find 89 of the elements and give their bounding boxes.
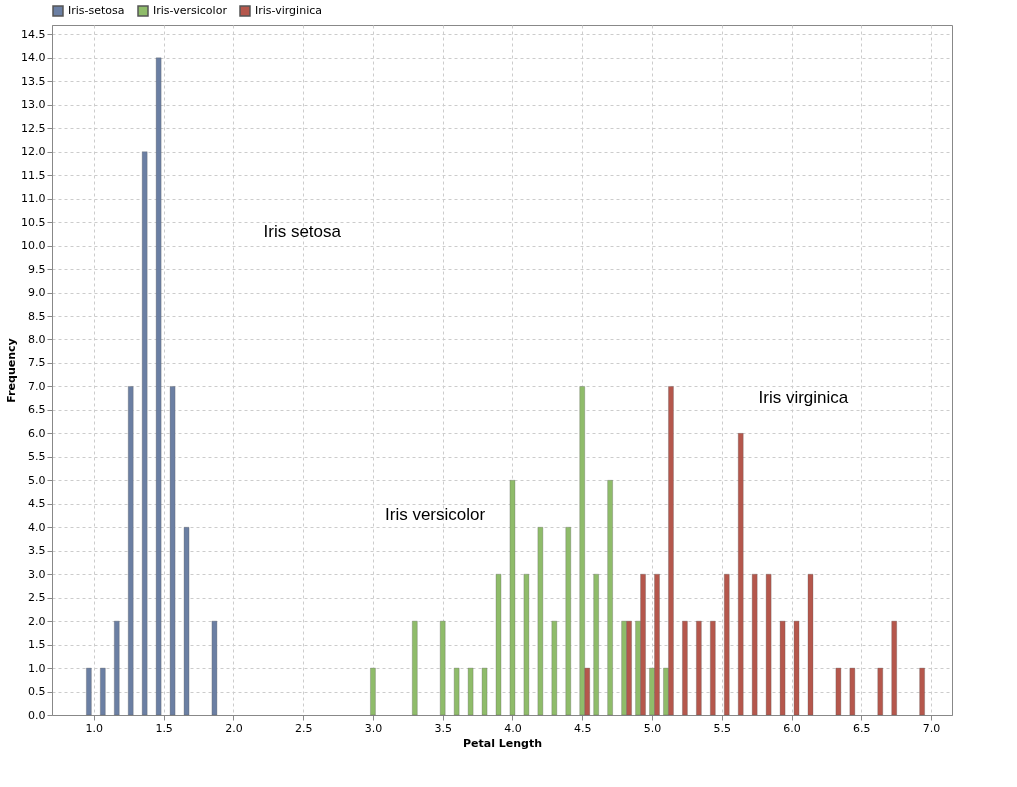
y-tick-label: 8.5 xyxy=(28,309,46,323)
y-tick-label: 4.5 xyxy=(28,497,46,511)
y-tick-label: 13.0 xyxy=(21,98,46,112)
y-axis-title: Frequency xyxy=(5,338,19,403)
bar xyxy=(919,667,925,716)
x-axis-title: Petal Length xyxy=(462,736,543,750)
y-tick-label: 4.0 xyxy=(28,520,46,534)
y-tick-label: 2.5 xyxy=(28,591,46,605)
y-tick-label: 7.5 xyxy=(28,356,46,370)
y-tick-label: 9.5 xyxy=(28,262,46,276)
bar xyxy=(593,574,599,716)
bar xyxy=(835,667,842,716)
y-tick-label: 3.0 xyxy=(28,567,46,581)
bar xyxy=(440,620,446,716)
bar xyxy=(807,574,814,716)
y-tick-label: 11.5 xyxy=(21,168,46,182)
annotation: Iris versicolor xyxy=(385,504,486,524)
y-tick-label: 7.0 xyxy=(28,379,46,393)
bar xyxy=(752,574,758,716)
bar xyxy=(211,620,218,716)
y-tick-label: 5.0 xyxy=(28,473,46,487)
bar xyxy=(682,620,688,716)
y-tick-label: 13.5 xyxy=(21,74,46,88)
y-tick-label: 6.5 xyxy=(28,403,46,417)
bar xyxy=(738,433,744,716)
y-tick-label: 11.0 xyxy=(21,192,46,206)
x-tick-label: 1.0 xyxy=(85,721,104,735)
bar xyxy=(495,574,502,716)
y-tick-label: 5.5 xyxy=(28,450,46,464)
bar xyxy=(183,527,190,716)
bar xyxy=(509,480,516,716)
x-tick-label: 6.5 xyxy=(853,721,871,735)
bar xyxy=(696,620,702,716)
bar xyxy=(537,527,544,716)
x-tick-label: 3.5 xyxy=(434,721,452,735)
x-tick-label: 2.5 xyxy=(294,721,313,735)
bar xyxy=(86,667,92,716)
bar xyxy=(765,574,772,716)
x-tick-label: 3.0 xyxy=(364,721,383,735)
y-tick-label: 10.5 xyxy=(21,215,46,229)
legend-label: Iris-versicolor xyxy=(153,4,228,17)
x-tick-label: 5.5 xyxy=(713,721,732,735)
bar xyxy=(370,667,376,716)
bar xyxy=(551,620,557,716)
annotation: Iris virginica xyxy=(758,387,849,407)
bar xyxy=(114,620,120,716)
bar xyxy=(710,620,716,716)
y-tick-label: 0.0 xyxy=(28,708,46,722)
bar xyxy=(454,667,460,716)
x-tick-label: 1.5 xyxy=(155,721,173,735)
bar xyxy=(724,574,730,716)
y-tick-label: 1.5 xyxy=(28,638,46,652)
y-tick-label: 0.5 xyxy=(28,685,46,699)
y-tick-label: 3.5 xyxy=(28,544,46,558)
bar xyxy=(849,667,855,716)
bar xyxy=(169,386,176,716)
y-tick-label: 1.0 xyxy=(28,661,46,675)
legend-label: Iris-virginica xyxy=(255,4,322,17)
bar xyxy=(412,620,418,716)
bar xyxy=(142,151,148,716)
bar xyxy=(877,667,883,716)
legend-label: Iris-setosa xyxy=(68,4,125,17)
bar xyxy=(523,574,530,716)
bar xyxy=(467,667,474,716)
x-tick-label: 5.0 xyxy=(643,721,662,735)
y-tick-label: 14.5 xyxy=(21,27,46,41)
y-tick-label: 12.5 xyxy=(21,121,46,135)
bar xyxy=(779,620,786,716)
bar xyxy=(565,527,571,716)
bar xyxy=(793,620,800,716)
bar xyxy=(128,386,134,716)
x-tick-label: 4.5 xyxy=(573,721,592,735)
bar xyxy=(891,620,897,716)
bar xyxy=(100,667,106,716)
x-tick-label: 7.0 xyxy=(922,721,941,735)
bar xyxy=(607,480,613,716)
x-tick-label: 4.0 xyxy=(504,721,522,735)
y-tick-label: 14.0 xyxy=(21,51,46,65)
y-tick-label: 9.0 xyxy=(28,286,46,300)
y-tick-label: 8.0 xyxy=(28,332,46,346)
y-tick-label: 10.0 xyxy=(21,239,46,253)
y-tick-label: 12.0 xyxy=(21,145,46,159)
x-tick-label: 6.0 xyxy=(783,721,801,735)
annotation: Iris setosa xyxy=(263,222,342,241)
bar xyxy=(481,667,488,716)
y-tick-label: 2.0 xyxy=(28,614,46,628)
bar xyxy=(155,57,162,716)
x-tick-label: 2.0 xyxy=(225,721,243,735)
y-tick-label: 6.0 xyxy=(28,426,46,440)
